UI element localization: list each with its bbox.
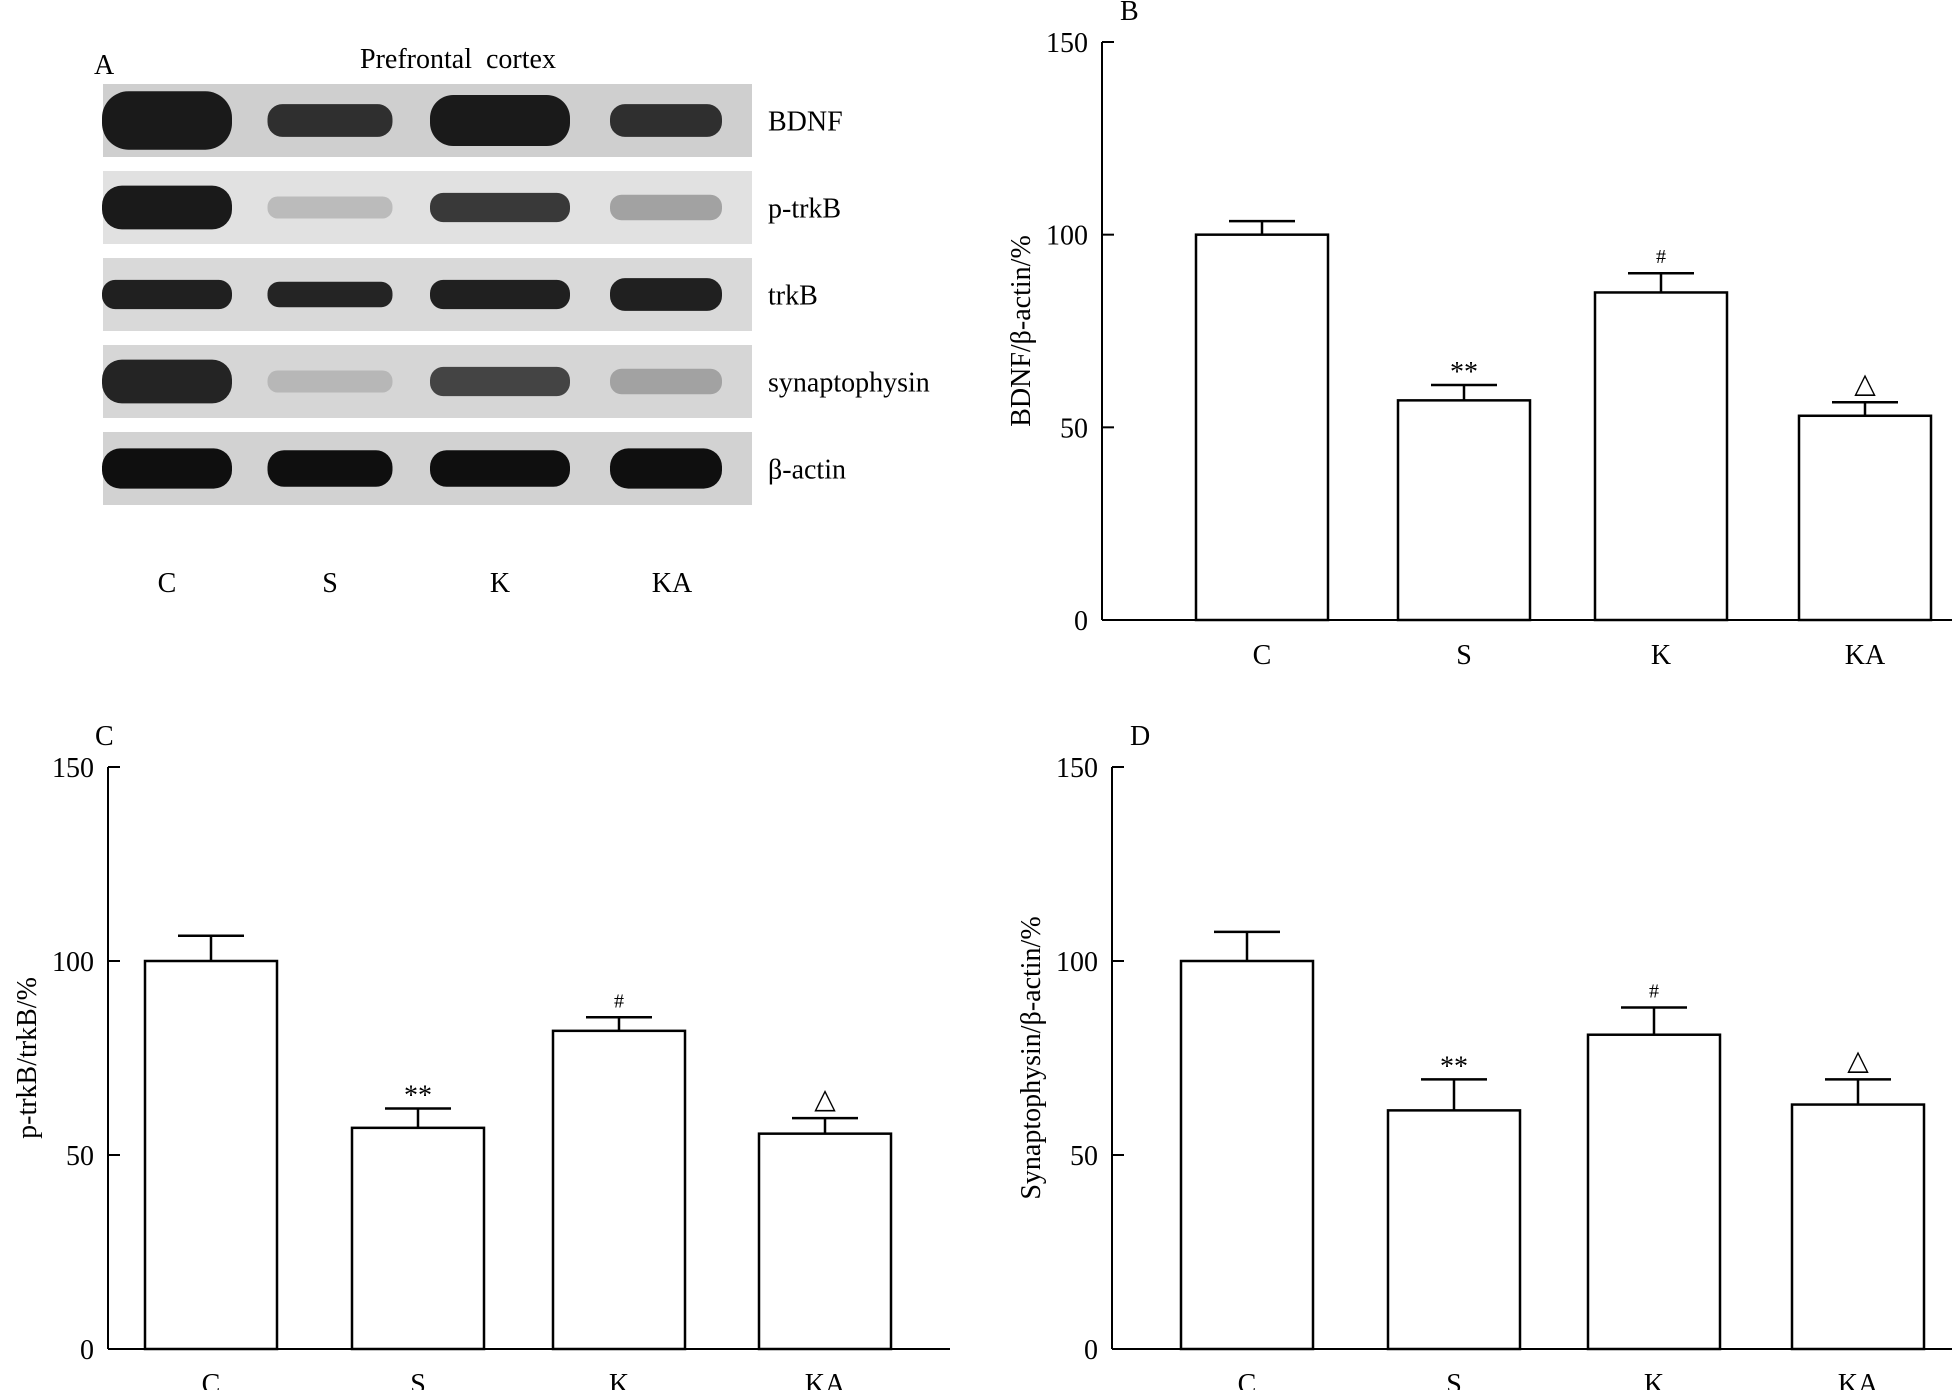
blot-band (610, 278, 722, 311)
significance-marker: ** (404, 1080, 432, 1111)
significance-marker: ** (1450, 357, 1478, 388)
blot-row-label: synaptophysin (768, 368, 930, 399)
blot-band (102, 448, 232, 489)
significance-marker: ** (1440, 1051, 1468, 1082)
blot-row: trkB (102, 258, 818, 331)
bar (1179, 959, 1315, 1351)
x-tick-label: K (1651, 640, 1671, 671)
blot-row: synaptophysin (102, 345, 930, 418)
blot-band (267, 281, 393, 308)
blot-row: β-actin (102, 432, 846, 505)
blot-band (267, 196, 393, 219)
significance-marker: △ (1854, 368, 1876, 399)
x-tick-label: KA (1845, 640, 1886, 671)
chart-panel-b: B 0 50 100 150 BDNF/β-actin/% C ** S # K △ KA (1006, 0, 1958, 695)
panel-letter-a: A (94, 50, 115, 81)
bar (757, 1132, 893, 1351)
blot-band (610, 448, 722, 489)
blot-row-label: trkB (768, 281, 818, 312)
blot-band (610, 368, 722, 395)
bar (1396, 399, 1532, 622)
chart-panel-c: C 0 50 100 150 p-trkB/trkB/% C ** S # K △ KA (0, 715, 970, 1395)
y-tick-label: 50 (1070, 1141, 1098, 1172)
blot-row: BDNF (102, 84, 843, 157)
bar-chart-b: B 0 50 100 150 BDNF/β-actin/% C ** S # K △ KA (1006, 0, 1952, 671)
blot-lane-label: K (490, 568, 510, 599)
blot-lane-label: KA (652, 568, 693, 599)
blot-band (610, 104, 722, 137)
blot-row-label: p-trkB (768, 194, 841, 225)
y-axis-label: p-trkB/trkB/% (12, 977, 43, 1139)
y-tick-label: 0 (1084, 1335, 1098, 1366)
blot-band (267, 370, 393, 393)
y-tick-label: 150 (1056, 753, 1098, 784)
chart-panel-d: D 0 50 100 150 Synaptophysin/β-actin/% C ** S # K… (1010, 715, 1958, 1395)
blot-lane-label: S (322, 568, 338, 599)
y-tick-label: 150 (52, 753, 94, 784)
blot-band (430, 279, 570, 310)
y-axis-label: Synaptophysin/β-actin/% (1016, 916, 1047, 1199)
blot-band (102, 279, 232, 310)
significance-marker: # (1656, 246, 1666, 268)
y-tick-label: 100 (1046, 221, 1088, 252)
blot-band (102, 359, 232, 404)
panel-letter-b: B (1120, 0, 1139, 27)
bar (1593, 291, 1729, 622)
bar (350, 1126, 486, 1351)
x-tick-label: KA (805, 1369, 846, 1390)
blot-band (430, 366, 570, 397)
x-tick-label: S (410, 1369, 426, 1390)
significance-marker: # (614, 990, 624, 1012)
significance-marker: △ (814, 1084, 836, 1115)
significance-marker: △ (1847, 1045, 1869, 1076)
bar (551, 1029, 687, 1351)
bar (1797, 414, 1933, 622)
y-tick-label: 100 (1056, 947, 1098, 978)
y-tick-label: 50 (1060, 413, 1088, 444)
y-tick-label: 100 (52, 947, 94, 978)
bar (143, 959, 279, 1351)
blot-row-label: β-actin (768, 455, 846, 486)
bar (1790, 1103, 1926, 1351)
blot-band (430, 192, 570, 223)
bar-chart-d: D 0 50 100 150 Synaptophysin/β-actin/% C ** S # K… (1016, 721, 1952, 1395)
significance-marker: # (1649, 981, 1659, 1003)
bar-chart-c: C 0 50 100 150 p-trkB/trkB/% C ** S # K △ KA (12, 721, 950, 1395)
blot-lane-label: C (158, 568, 177, 599)
y-tick-label: 0 (80, 1335, 94, 1366)
panel-letter-d: D (1130, 721, 1150, 752)
blot-band (267, 104, 393, 137)
bar (1386, 1109, 1522, 1351)
y-tick-label: 50 (66, 1141, 94, 1172)
blot-row-label: BDNF (768, 107, 843, 138)
western-blot-figure: A Prefrontal cortex BDNF p-trkB trkB synapt… (94, 44, 930, 599)
blot-band (430, 94, 570, 147)
x-tick-label: C (1238, 1369, 1257, 1390)
x-tick-label: KA (1838, 1369, 1879, 1390)
x-tick-label: C (1253, 640, 1272, 671)
bar (1194, 233, 1330, 622)
x-tick-label: K (1644, 1369, 1664, 1390)
x-tick-label: S (1446, 1369, 1462, 1390)
y-tick-label: 150 (1046, 28, 1088, 59)
x-tick-label: K (609, 1369, 629, 1390)
blot-row: p-trkB (102, 171, 841, 244)
panel-letter-c: C (95, 721, 114, 752)
blot-band (430, 450, 570, 487)
y-tick-label: 0 (1074, 606, 1088, 637)
x-tick-label: S (1456, 640, 1472, 671)
x-tick-label: C (202, 1369, 221, 1390)
y-axis-label: BDNF/β-actin/% (1010, 235, 1037, 427)
western-blot-panel: A Prefrontal cortex BDNF p-trkB trkB synapt… (0, 0, 980, 640)
blot-band (267, 450, 393, 487)
blot-band (610, 194, 722, 221)
blot-band (102, 185, 232, 230)
blot-title: Prefrontal cortex (360, 44, 556, 75)
blot-band (102, 91, 232, 150)
bar (1586, 1033, 1722, 1351)
